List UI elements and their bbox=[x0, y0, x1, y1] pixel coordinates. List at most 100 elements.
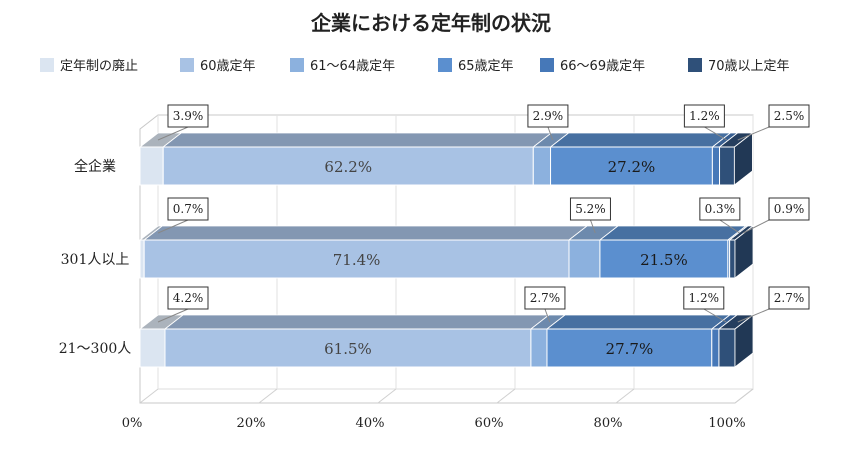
bar-segment bbox=[138, 314, 185, 368]
callout-leader bbox=[703, 308, 727, 323]
callout-box bbox=[768, 197, 810, 221]
data-label: 5.2% bbox=[575, 202, 606, 216]
callout-box bbox=[167, 197, 209, 221]
bar-front-face bbox=[139, 146, 164, 186]
data-label: 62.2% bbox=[324, 158, 372, 176]
legend-item: 65歳定年 bbox=[438, 58, 514, 74]
floor-gridline bbox=[734, 388, 754, 404]
bar-front-face bbox=[719, 146, 735, 186]
legend-label: 61～64歳定年 bbox=[310, 59, 395, 74]
x-tick-label: 60% bbox=[475, 416, 504, 431]
bar-top-face bbox=[598, 225, 748, 241]
data-label: 2.5% bbox=[774, 109, 805, 123]
bar-front-face bbox=[143, 239, 570, 279]
callout-leader bbox=[157, 219, 189, 234]
callout-leader bbox=[719, 219, 740, 234]
category-label: 21～300人 bbox=[59, 341, 132, 357]
legend-label: 66～69歳定年 bbox=[560, 59, 645, 74]
data-label: 61.5% bbox=[324, 340, 372, 358]
callout-box bbox=[768, 104, 810, 128]
bar-top-face bbox=[163, 314, 551, 330]
legend-swatch bbox=[540, 58, 554, 72]
legend-label: 65歳定年 bbox=[458, 59, 514, 74]
bar-segment bbox=[142, 225, 589, 279]
bar-segment bbox=[163, 314, 551, 368]
category-label: 301人以上 bbox=[61, 252, 130, 268]
legend-item: 60歳定年 bbox=[180, 58, 256, 74]
bar-front-face bbox=[139, 239, 145, 279]
x-tick-label: 80% bbox=[594, 416, 623, 431]
legend-item: 定年制の廃止 bbox=[40, 58, 138, 74]
callout-leader bbox=[737, 308, 770, 323]
bar-front-face bbox=[546, 328, 713, 368]
legend-label: 70歳以上定年 bbox=[708, 59, 790, 74]
bar-side-face bbox=[734, 132, 753, 186]
bar-segment bbox=[545, 314, 731, 368]
bar-front-face bbox=[729, 239, 736, 279]
chart-title: 企業における定年制の状況 bbox=[310, 11, 551, 35]
bar-front-face bbox=[718, 328, 736, 368]
bar-front-face bbox=[530, 328, 548, 368]
legend-item: 61～64歳定年 bbox=[290, 58, 395, 74]
callout-box bbox=[167, 104, 209, 128]
callout-leader bbox=[544, 308, 551, 323]
data-label: 4.2% bbox=[173, 291, 204, 305]
callout-leader bbox=[742, 219, 770, 234]
bar-top-face bbox=[549, 132, 732, 148]
x-tick-label: 0% bbox=[122, 416, 143, 431]
data-label: 0.3% bbox=[705, 202, 736, 216]
legend-swatch bbox=[40, 58, 54, 72]
bar-segment bbox=[567, 225, 620, 279]
bar-side-face bbox=[734, 314, 754, 368]
data-label: 1.2% bbox=[689, 291, 720, 305]
legend-swatch bbox=[438, 58, 452, 72]
callout-leader bbox=[547, 126, 554, 141]
bar-segment bbox=[162, 132, 553, 186]
callout-leader bbox=[157, 126, 189, 141]
legend-item: 70歳以上定年 bbox=[688, 58, 790, 74]
data-label: 27.2% bbox=[608, 158, 656, 176]
callout-box bbox=[768, 286, 810, 310]
floor-gridline bbox=[496, 388, 516, 404]
callout-leader bbox=[704, 126, 728, 141]
bar-top-face bbox=[545, 314, 731, 330]
legend-label: 定年制の廃止 bbox=[60, 58, 138, 74]
callout-box bbox=[683, 286, 725, 310]
bar-front-face bbox=[550, 146, 713, 186]
bar-segment bbox=[529, 314, 567, 368]
callout-leader bbox=[157, 308, 189, 323]
bar-segment bbox=[138, 132, 183, 186]
data-label: 27.7% bbox=[606, 340, 654, 358]
floor-gridline bbox=[615, 388, 635, 404]
callout-box bbox=[699, 197, 741, 221]
bar-segment bbox=[717, 314, 755, 368]
data-label: 2.9% bbox=[533, 109, 564, 123]
legend-label: 60歳定年 bbox=[200, 59, 256, 74]
legend-swatch bbox=[688, 58, 702, 72]
floor-gridline bbox=[258, 388, 278, 404]
data-label: 3.9% bbox=[173, 109, 204, 123]
floor-gridline bbox=[139, 388, 159, 404]
x-tick-label: 20% bbox=[237, 416, 266, 431]
data-label: 21.5% bbox=[640, 251, 688, 269]
bar-top-face bbox=[142, 225, 589, 241]
bar-segment bbox=[718, 132, 754, 186]
legend-swatch bbox=[180, 58, 194, 72]
data-label: 0.9% bbox=[774, 202, 805, 216]
data-label: 0.7% bbox=[173, 202, 204, 216]
bar-front-face bbox=[711, 146, 721, 186]
x-tick-label: 100% bbox=[708, 416, 745, 431]
callout-leader bbox=[737, 126, 770, 141]
data-label: 1.2% bbox=[689, 109, 720, 123]
data-label: 71.4% bbox=[333, 251, 381, 269]
bar-front-face bbox=[711, 328, 720, 368]
x-tick-label: 40% bbox=[356, 416, 385, 431]
callout-box bbox=[527, 104, 569, 128]
callout-box bbox=[524, 286, 566, 310]
callout-box bbox=[683, 104, 725, 128]
bar-segment bbox=[549, 132, 732, 186]
data-label: 2.7% bbox=[774, 291, 805, 305]
legend-item: 66～69歳定年 bbox=[540, 58, 645, 74]
